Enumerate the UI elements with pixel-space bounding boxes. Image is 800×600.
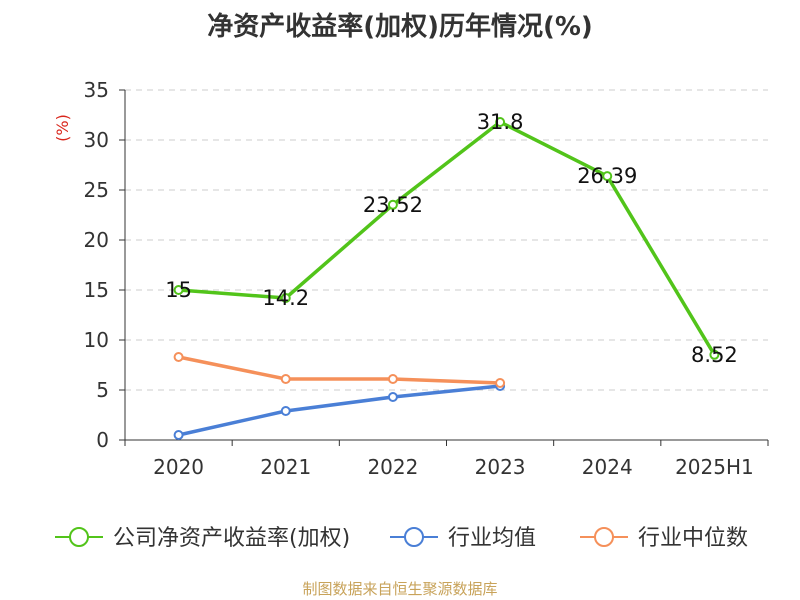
series-line (178, 355, 501, 385)
legend-label: 行业中位数 (638, 526, 748, 551)
y-tick-label: 20 (84, 228, 109, 252)
y-tick-label: 5 (96, 378, 109, 402)
data-point (280, 406, 291, 416)
data-point (495, 117, 506, 127)
data-point (387, 199, 398, 210)
chart-title: 净资产收益率(加权)历年情况(%) (207, 12, 593, 42)
data-point (709, 349, 720, 360)
source-note: 制图数据来自恒生聚源数据库 (302, 580, 498, 598)
y-tick-label: 15 (84, 278, 109, 302)
data-point (280, 293, 291, 303)
y-tick-label: 30 (84, 128, 109, 152)
legend-label: 公司净资产收益率(加权) (113, 526, 350, 551)
series-line (178, 384, 501, 437)
data-label: 14.2 (262, 286, 309, 310)
y-axis-label: (%) (53, 114, 72, 142)
data-label: 26.39 (577, 164, 637, 188)
data-label: 8.52 (691, 343, 738, 367)
y-tick-label: 10 (84, 328, 109, 352)
legend-marker (594, 527, 614, 547)
x-tick-label: 2024 (582, 455, 633, 479)
data-point (173, 285, 184, 295)
data-point (387, 392, 398, 402)
data-point (280, 374, 291, 384)
y-tick-label: 35 (84, 78, 109, 102)
data-point (173, 352, 184, 362)
y-tick-label: 0 (96, 428, 109, 452)
y-tick-label: 25 (84, 178, 109, 202)
data-point (495, 378, 506, 388)
data-label: 31.8 (477, 110, 524, 134)
legend-marker (404, 527, 424, 547)
x-tick-label: 2025H1 (675, 455, 754, 479)
data-point (173, 430, 184, 440)
legend-marker (69, 527, 89, 547)
series-line (178, 120, 716, 356)
x-tick-label: 2021 (260, 455, 311, 479)
x-tick-label: 2020 (153, 455, 204, 479)
x-tick-label: 2023 (475, 455, 526, 479)
data-label: 15 (165, 278, 192, 302)
data-label: 23.52 (363, 193, 423, 217)
data-point (387, 374, 398, 384)
legend-label: 行业均值 (448, 526, 536, 551)
data-point (602, 171, 613, 182)
x-tick-label: 2022 (367, 455, 418, 479)
